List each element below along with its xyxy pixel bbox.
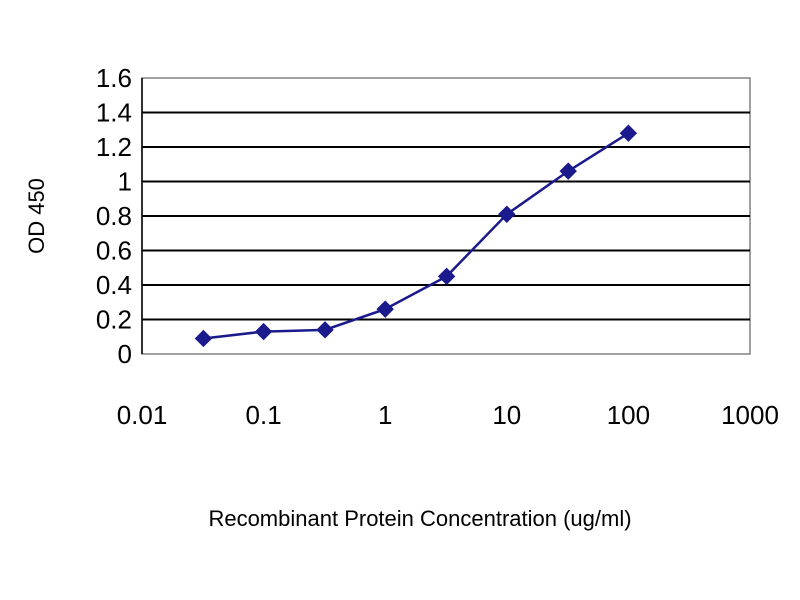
x-tick-label-5: 1000 [721,400,779,430]
y-tick-label-5: 1 [118,167,132,197]
x-tick-label-0: 0.01 [117,400,168,430]
y-tick-label-8: 1.6 [96,63,132,93]
plot-area [141,77,751,355]
data-point-0-6 [559,162,577,180]
y-tick-label-3: 0.6 [96,236,132,266]
data-point-0-1 [254,322,273,341]
data-point-0-3 [376,300,394,318]
y-tick-label-6: 1.2 [96,132,132,162]
data-point-0-0 [194,329,213,348]
y-tick-label-4: 0.8 [96,201,132,231]
y-axis-tick-labels: 0 0.2 0.4 0.6 0.8 1 1.2 1.4 1.6 [96,63,132,369]
series-line-0 [203,132,630,340]
x-tick-label-1: 0.1 [246,400,282,430]
y-tick-label-2: 0.4 [96,270,132,300]
y-axis-title: OD 450 [24,178,49,254]
x-tick-label-4: 100 [607,400,650,430]
data-point-0-2 [316,321,334,339]
data-point-0-4 [437,267,456,286]
x-axis-title: Recombinant Protein Concentration (ug/ml… [208,506,631,531]
y-tick-label-0: 0 [118,339,132,369]
data-point-0-7 [619,124,638,142]
data-series [194,124,638,348]
y-tick-label-1: 0.2 [96,305,132,335]
y-tick-label-7: 1.4 [96,98,132,128]
x-tick-label-3: 10 [492,400,521,430]
data-point-0-5 [498,205,516,223]
x-axis-tick-labels: 0.01 0.1 1 10 100 1000 [117,400,779,430]
x-tick-label-2: 1 [378,400,392,430]
